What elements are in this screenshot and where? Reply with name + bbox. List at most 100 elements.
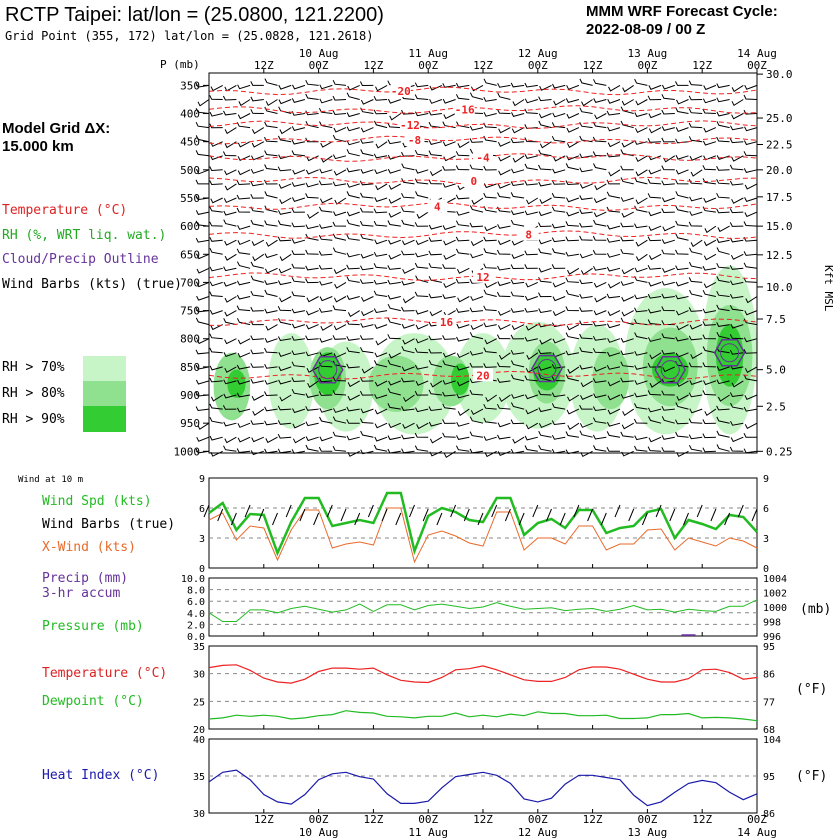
- wind-barb: [346, 295, 360, 300]
- wind-barb: [443, 281, 456, 288]
- isotherm-line: [208, 120, 758, 129]
- wind-barb: [359, 279, 374, 284]
- wind-barb: [332, 305, 347, 312]
- wind-barb: [346, 406, 360, 412]
- wind-barb: [567, 366, 580, 374]
- wind-barb: [497, 422, 511, 428]
- wind-barb: [688, 108, 703, 114]
- wind-barb: [334, 281, 347, 289]
- bottom-date-label: 11 Aug: [408, 826, 448, 839]
- wind-barb: [743, 348, 758, 354]
- wind-barb: [209, 247, 223, 255]
- wind-barb: [661, 208, 675, 214]
- wind-barb: [496, 249, 511, 255]
- wind-barb: [428, 389, 442, 396]
- wind-barb: [635, 253, 648, 262]
- wind-barb: [689, 289, 703, 297]
- wind-barb: [606, 323, 621, 329]
- wind-barb: [428, 121, 442, 129]
- wind-barb: [731, 99, 744, 107]
- wind-barb: [224, 310, 237, 317]
- surface-wind-barb: [724, 512, 731, 526]
- wind-barb: [510, 219, 525, 227]
- wind-barb: [265, 436, 278, 444]
- wind-barb: [236, 392, 251, 398]
- wind-barb: [318, 361, 333, 368]
- wind-barb: [606, 431, 621, 438]
- wind-barb: [661, 180, 675, 186]
- wind-barb: [319, 168, 333, 174]
- wind-barb: [373, 444, 388, 452]
- wind-barb: [498, 169, 511, 176]
- bottom-time-label: 12Z: [583, 813, 603, 826]
- wind-barb: [730, 402, 744, 410]
- wind-barb: [511, 112, 525, 117]
- wind-barb: [620, 281, 634, 286]
- height-tick-label: 10.0: [766, 281, 793, 294]
- wind-barb: [716, 247, 730, 255]
- wind-barb: [250, 420, 264, 425]
- wind-barb: [428, 140, 443, 145]
- bottom-time-label: 00Z: [747, 813, 767, 826]
- wind-barb: [730, 280, 744, 286]
- wind-barb: [264, 121, 278, 129]
- surface-wind-barb: [230, 512, 237, 526]
- wind-barb: [265, 324, 278, 331]
- wind-barb: [538, 422, 552, 429]
- wind-barb: [442, 403, 456, 410]
- surface-wind-barb: [491, 504, 498, 518]
- wind-barb: [250, 219, 264, 227]
- wind-barb: [305, 335, 319, 341]
- precip-y-label: 8.0: [187, 586, 205, 597]
- wind-barb: [702, 419, 716, 425]
- wind-barb: [635, 155, 648, 162]
- wind-barb: [359, 207, 374, 213]
- wind-barb: [291, 388, 305, 396]
- wind-barb: [442, 432, 456, 438]
- wind-barb: [566, 324, 580, 331]
- wind-barb: [634, 294, 648, 300]
- wind-barb: [224, 183, 237, 191]
- wind-barb: [498, 352, 511, 360]
- wind-barb: [524, 163, 538, 171]
- wind-barb: [661, 197, 675, 203]
- wind-barb: [236, 261, 251, 269]
- wind-barb: [307, 380, 319, 388]
- top-time-label: 00Z: [309, 59, 329, 72]
- wind-barb: [223, 421, 237, 427]
- wind-barb: [688, 418, 703, 424]
- wind-barb: [689, 324, 703, 330]
- wind-barb: [279, 253, 292, 262]
- wind-barb: [635, 127, 648, 133]
- wind-barb: [511, 168, 525, 174]
- wind-barb: [620, 350, 634, 356]
- wind-barb: [649, 352, 662, 360]
- wind-barb: [565, 289, 580, 297]
- wind-barb: [621, 99, 634, 106]
- wind-barb: [606, 191, 621, 199]
- wind-barb: [565, 277, 579, 283]
- wind-barb: [414, 432, 429, 438]
- wind-barb: [510, 374, 525, 382]
- wind-barb: [223, 219, 237, 227]
- wind-barb: [524, 307, 538, 313]
- wind-barb: [264, 253, 278, 259]
- wind-barb: [551, 122, 566, 129]
- wind-barb: [250, 81, 264, 86]
- wind-barb: [647, 319, 662, 326]
- wind-barb: [359, 180, 374, 186]
- wind-barb: [374, 408, 388, 415]
- pressure-tick-label: 550: [180, 192, 200, 205]
- wind-barb: [511, 127, 525, 134]
- wind-barb: [661, 306, 675, 312]
- wind-barb: [195, 349, 210, 355]
- wind-barb: [567, 422, 580, 431]
- wind-barb: [510, 264, 525, 270]
- pressure-y-label: 998: [763, 618, 781, 629]
- isotherm-label-bg: [518, 227, 539, 241]
- wind-barb: [592, 348, 607, 354]
- wind-barb: [647, 293, 662, 299]
- wind-barb: [210, 197, 223, 204]
- wind-barb: [373, 308, 388, 314]
- surface-wind-barb: [518, 512, 525, 526]
